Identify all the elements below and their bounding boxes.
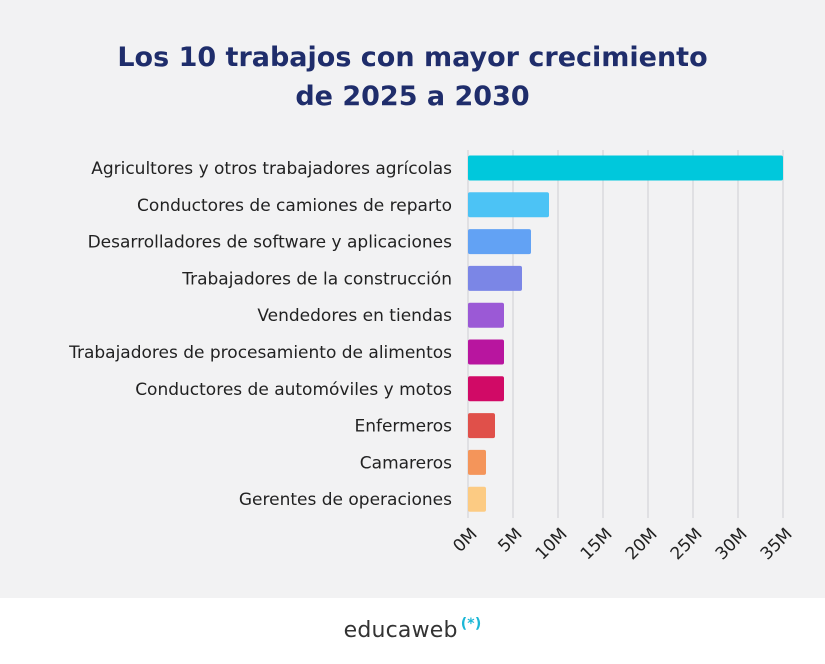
x-tick-label: 30M — [712, 524, 752, 564]
brand-name: educaweb — [343, 618, 458, 643]
category-label: Gerentes de operaciones — [239, 490, 452, 510]
footer: educaweb (*) — [0, 598, 825, 664]
x-tick-label: 15M — [577, 524, 617, 564]
x-axis-tick-labels: 0M 5M 10M 15M 20M 25M 30M 35M — [449, 524, 796, 564]
bar — [468, 229, 531, 255]
category-label: Trabajadores de procesamiento de aliment… — [68, 343, 452, 363]
bar — [468, 486, 486, 512]
bars — [468, 155, 783, 512]
bar — [468, 192, 549, 218]
chart-title: Los 10 trabajos con mayor crecimiento de… — [0, 38, 825, 116]
category-label: Conductores de automóviles y motos — [135, 380, 452, 400]
chart-panel: Los 10 trabajos con mayor crecimiento de… — [0, 0, 825, 598]
category-label: Vendedores en tiendas — [257, 306, 452, 326]
x-tick-label: 5M — [494, 524, 526, 556]
x-tick-label: 20M — [622, 524, 662, 564]
bar — [468, 376, 504, 402]
x-tick-label: 0M — [449, 524, 481, 556]
x-tick-label: 35M — [757, 524, 797, 564]
bar — [468, 302, 504, 328]
chart-title-line-2: de 2025 a 2030 — [295, 81, 530, 112]
category-labels: Agricultores y otros trabajadores agríco… — [68, 159, 452, 510]
grid-lines — [467, 150, 784, 518]
category-label: Camareros — [360, 453, 452, 473]
brand-mark: (*) — [460, 616, 482, 632]
x-tick-label: 10M — [532, 524, 572, 564]
category-label: Desarrolladores de software y aplicacion… — [88, 233, 453, 253]
bar — [468, 339, 504, 365]
brand-logo: educaweb (*) — [0, 616, 825, 643]
category-label: Trabajadores de la construcción — [181, 269, 452, 289]
category-label: Agricultores y otros trabajadores agríco… — [91, 159, 452, 179]
category-label: Enfermeros — [354, 417, 452, 437]
x-tick-label: 25M — [667, 524, 707, 564]
bar-chart: Agricultores y otros trabajadores agríco… — [68, 150, 797, 564]
bar — [468, 155, 783, 181]
bar — [468, 449, 486, 475]
bar — [468, 413, 495, 439]
chart-title-line-1: Los 10 trabajos con mayor crecimiento — [117, 42, 708, 73]
bar — [468, 265, 522, 291]
category-label: Conductores de camiones de reparto — [137, 196, 452, 216]
